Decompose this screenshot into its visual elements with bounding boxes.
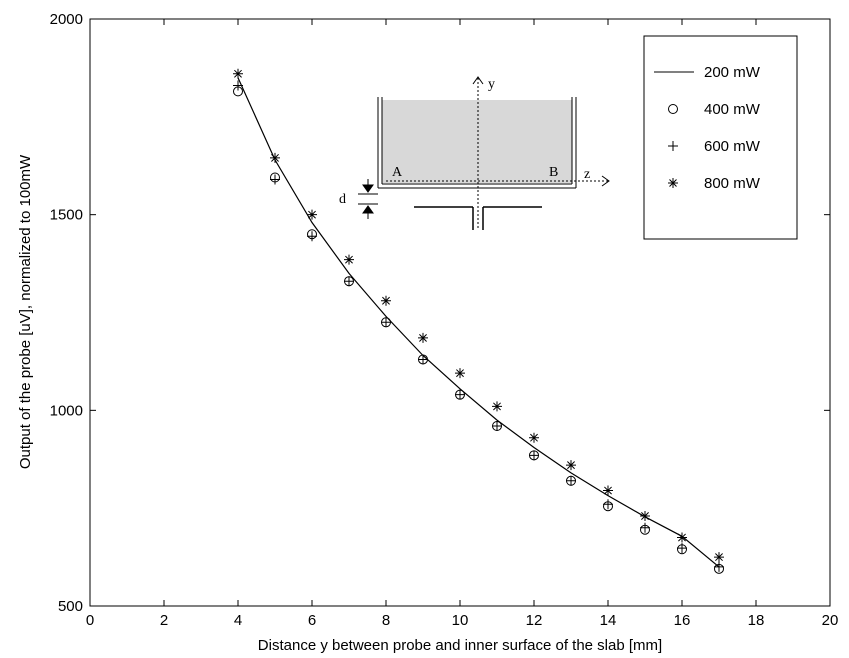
inset-diagram: y z A B d [339, 76, 610, 230]
data-point-600mw [714, 561, 724, 572]
data-point-600mw [307, 231, 317, 242]
inset-label-b: B [549, 165, 558, 180]
data-point-800mw [307, 209, 317, 220]
inset-label-d: d [339, 192, 346, 207]
x-tick-label: 16 [674, 612, 691, 629]
data-point-800mw [603, 485, 613, 496]
x-tick-label: 10 [452, 612, 469, 629]
data-point-800mw [566, 460, 576, 471]
inset-label-z: z [584, 167, 590, 182]
data-point-800mw [418, 332, 428, 343]
data-point-800mw [714, 552, 724, 563]
x-tick-label: 0 [86, 612, 94, 629]
y-axis-label: Output of the probe [uV], normalized to … [17, 154, 34, 469]
x-tick-label: 6 [308, 612, 316, 629]
inset-y-arrow-icon [472, 76, 484, 85]
x-tick-label: 14 [600, 612, 617, 629]
data-point-600mw [344, 276, 354, 287]
x-tick-label: 8 [382, 612, 390, 629]
y-axis-ticks: 500 1000 1500 2000 [50, 11, 830, 615]
x-tick-label: 20 [822, 612, 839, 629]
data-point-600mw [566, 475, 576, 486]
legend-label-600mw: 600 mW [704, 138, 761, 155]
legend: 200 mW 400 mW 600 mW 800 mW [643, 35, 798, 240]
series-layer [233, 68, 724, 574]
x-tick-label: 18 [748, 612, 765, 629]
x-tick-label: 2 [160, 612, 168, 629]
inset-z-arrow-icon [601, 175, 610, 187]
data-point-800mw [344, 254, 354, 265]
data-point-800mw [381, 295, 391, 306]
y-tick-label: 1000 [50, 402, 83, 419]
inset-slab [382, 100, 572, 183]
inset-label-y: y [488, 77, 495, 92]
data-point-600mw [529, 450, 539, 461]
inset-d-arrow-up-icon [362, 205, 374, 219]
legend-marker-400mw [668, 104, 678, 114]
legend-marker-600mw [668, 141, 678, 151]
legend-label-800mw: 800 mW [704, 175, 761, 192]
data-point-600mw [381, 317, 391, 328]
legend-label-200mw: 200 mW [704, 64, 761, 81]
data-point-800mw [492, 401, 502, 412]
y-tick-label: 2000 [50, 11, 83, 28]
x-tick-label: 12 [526, 612, 543, 629]
data-point-800mw [640, 510, 650, 521]
y-tick-label: 1500 [50, 207, 83, 224]
inset-d-arrow-down-icon [362, 179, 374, 193]
data-point-800mw [233, 68, 243, 79]
x-tick-label: 4 [234, 612, 242, 629]
legend-box [643, 35, 798, 240]
data-point-800mw [270, 152, 280, 163]
inset-label-a: A [392, 165, 403, 180]
data-point-800mw [677, 532, 687, 543]
data-point-600mw [492, 420, 502, 431]
data-point-600mw [640, 522, 650, 533]
legend-marker-800mw [668, 178, 678, 188]
data-point-600mw [233, 80, 243, 91]
x-axis-ticks: 0 2 4 6 8 10 12 14 16 18 20 [86, 19, 839, 629]
series-line-200mw [237, 77, 720, 568]
data-point-600mw [270, 174, 280, 185]
data-point-800mw [455, 368, 465, 379]
legend-label-400mw: 400 mW [704, 101, 761, 118]
data-point-600mw [418, 354, 428, 365]
x-axis-label: Distance y between probe and inner surfa… [258, 637, 662, 654]
y-tick-label: 500 [58, 598, 83, 615]
data-point-600mw [677, 543, 687, 554]
data-point-600mw [455, 389, 465, 400]
data-point-600mw [603, 499, 613, 510]
data-point-800mw [529, 432, 539, 443]
